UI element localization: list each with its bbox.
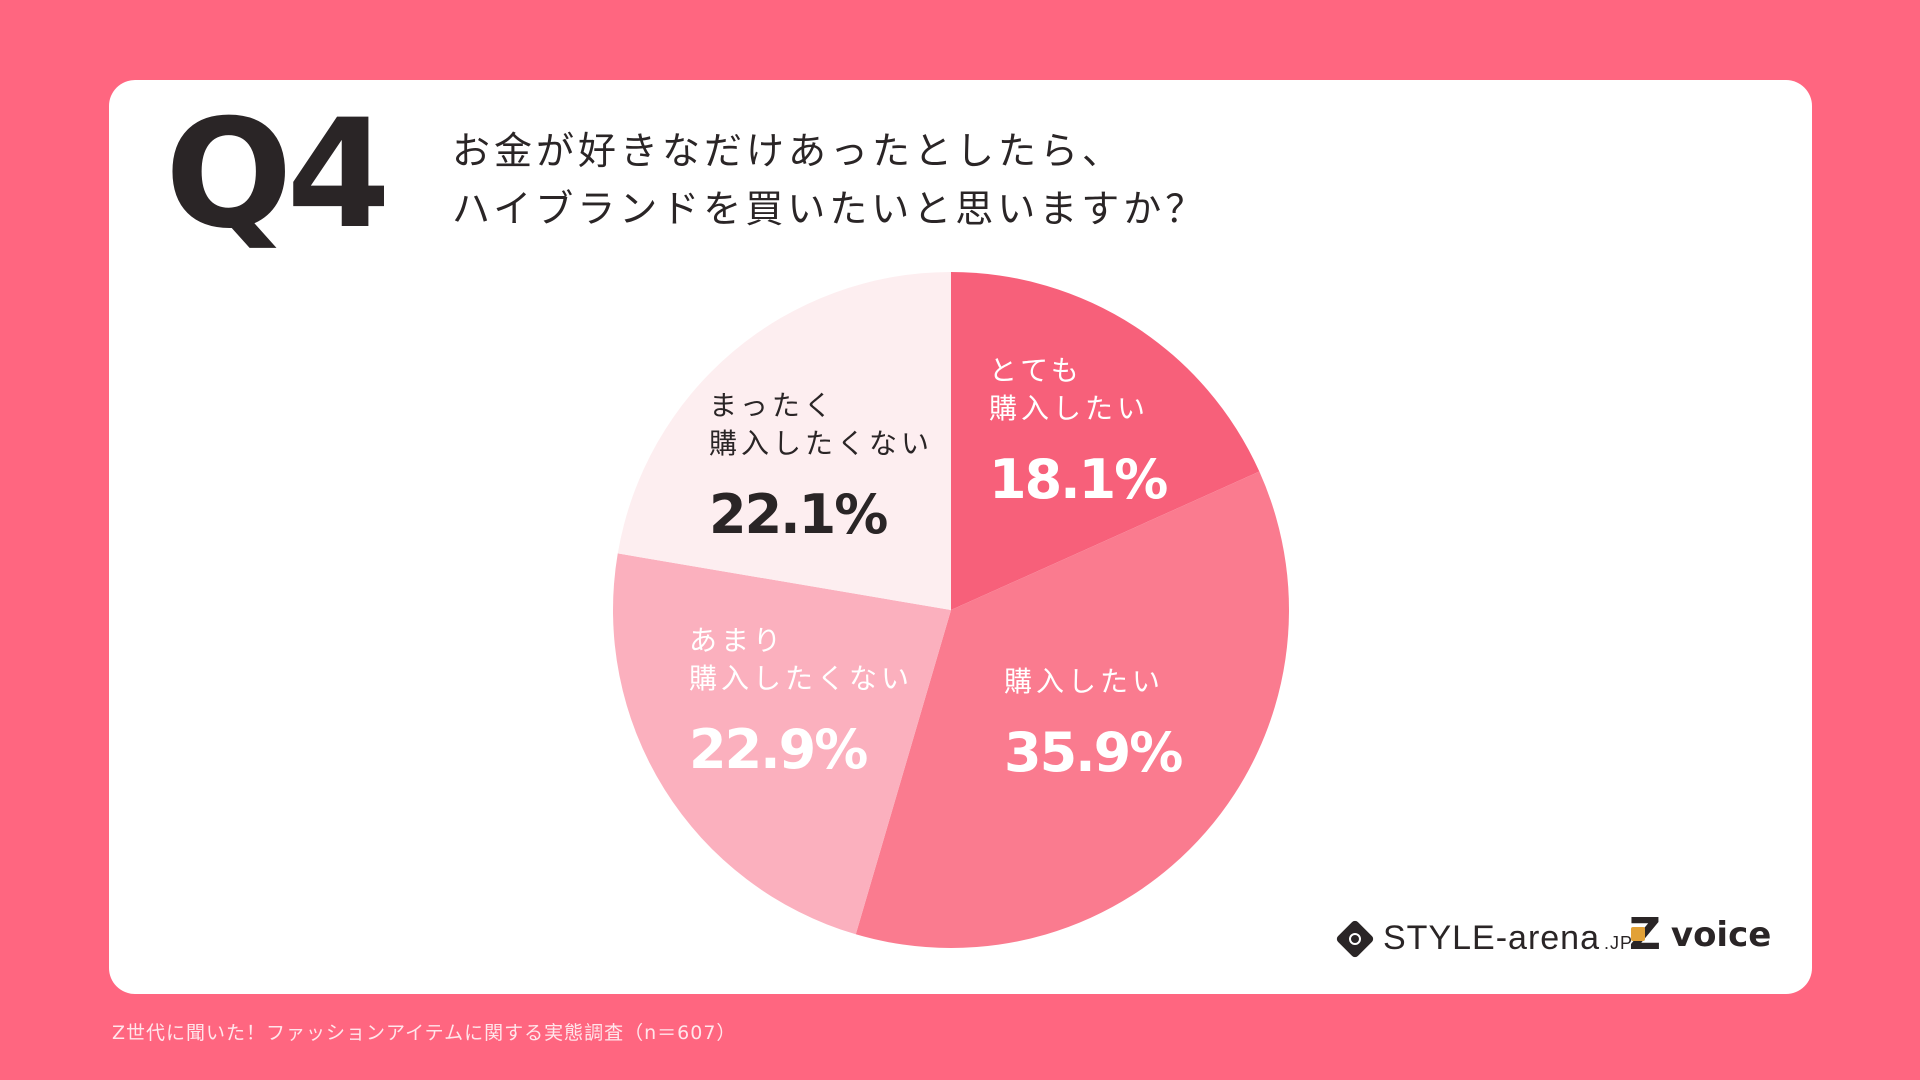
slice-value-3: 22.9% [689,718,867,781]
content-card: Q4 お金が好きなだけあったとしたら、 ハイブランドを買いたいと思いますか？ と… [109,80,1812,994]
style-arena-logo: STYLE-arena .JP [1335,918,1633,959]
slice-label-1-line-1: とても [989,354,1083,387]
style-arena-wordmark: STYLE-arena .JP [1383,919,1633,958]
slice-label-2-line-1: 購入したい [1004,665,1164,698]
style-arena-mark-icon [1335,918,1375,959]
zvoice-logo: Z voice [1629,913,1771,957]
pie-slice-3 [613,553,951,935]
survey-footnote: Z世代に聞いた！ファッションアイテムに関する実態調査（n＝607） [112,1022,737,1044]
question-line-2: ハイブランドを買いたいと思いますか？ [452,187,1208,231]
slice-value-1: 18.1% [989,448,1167,511]
style-arena-name: STYLE-arena [1383,919,1600,957]
pie-slice-2 [855,471,1289,948]
style-arena-suffix: .JP [1604,933,1634,953]
pie-slice-4 [617,272,951,610]
slice-label-4-line-1: まったく [709,389,836,422]
zvoice-mark-icon: Z [1629,909,1661,960]
slice-value-4: 22.1% [709,483,887,546]
slice-label-3-line-2: 購入したくない [689,662,913,695]
slice-label-3-line-1: あまり [689,624,785,657]
question-text: お金が好きなだけあったとしたら、 ハイブランドを買いたいと思いますか？ [452,122,1207,238]
zvoice-wordmark: voice [1670,915,1772,955]
slice-label-1-line-2: 購入したい [989,392,1149,425]
slice-label-4-line-2: 購入したくない [709,427,933,460]
question-number: Q4 [165,88,391,262]
pie-chart: とても購入したい18.1%購入したい35.9%あまり購入したくない22.9%まっ… [613,272,1289,948]
pie-slice-1 [951,272,1260,610]
slice-value-2: 35.9% [1004,721,1182,784]
question-line-1: お金が好きなだけあったとしたら、 [452,129,1125,173]
